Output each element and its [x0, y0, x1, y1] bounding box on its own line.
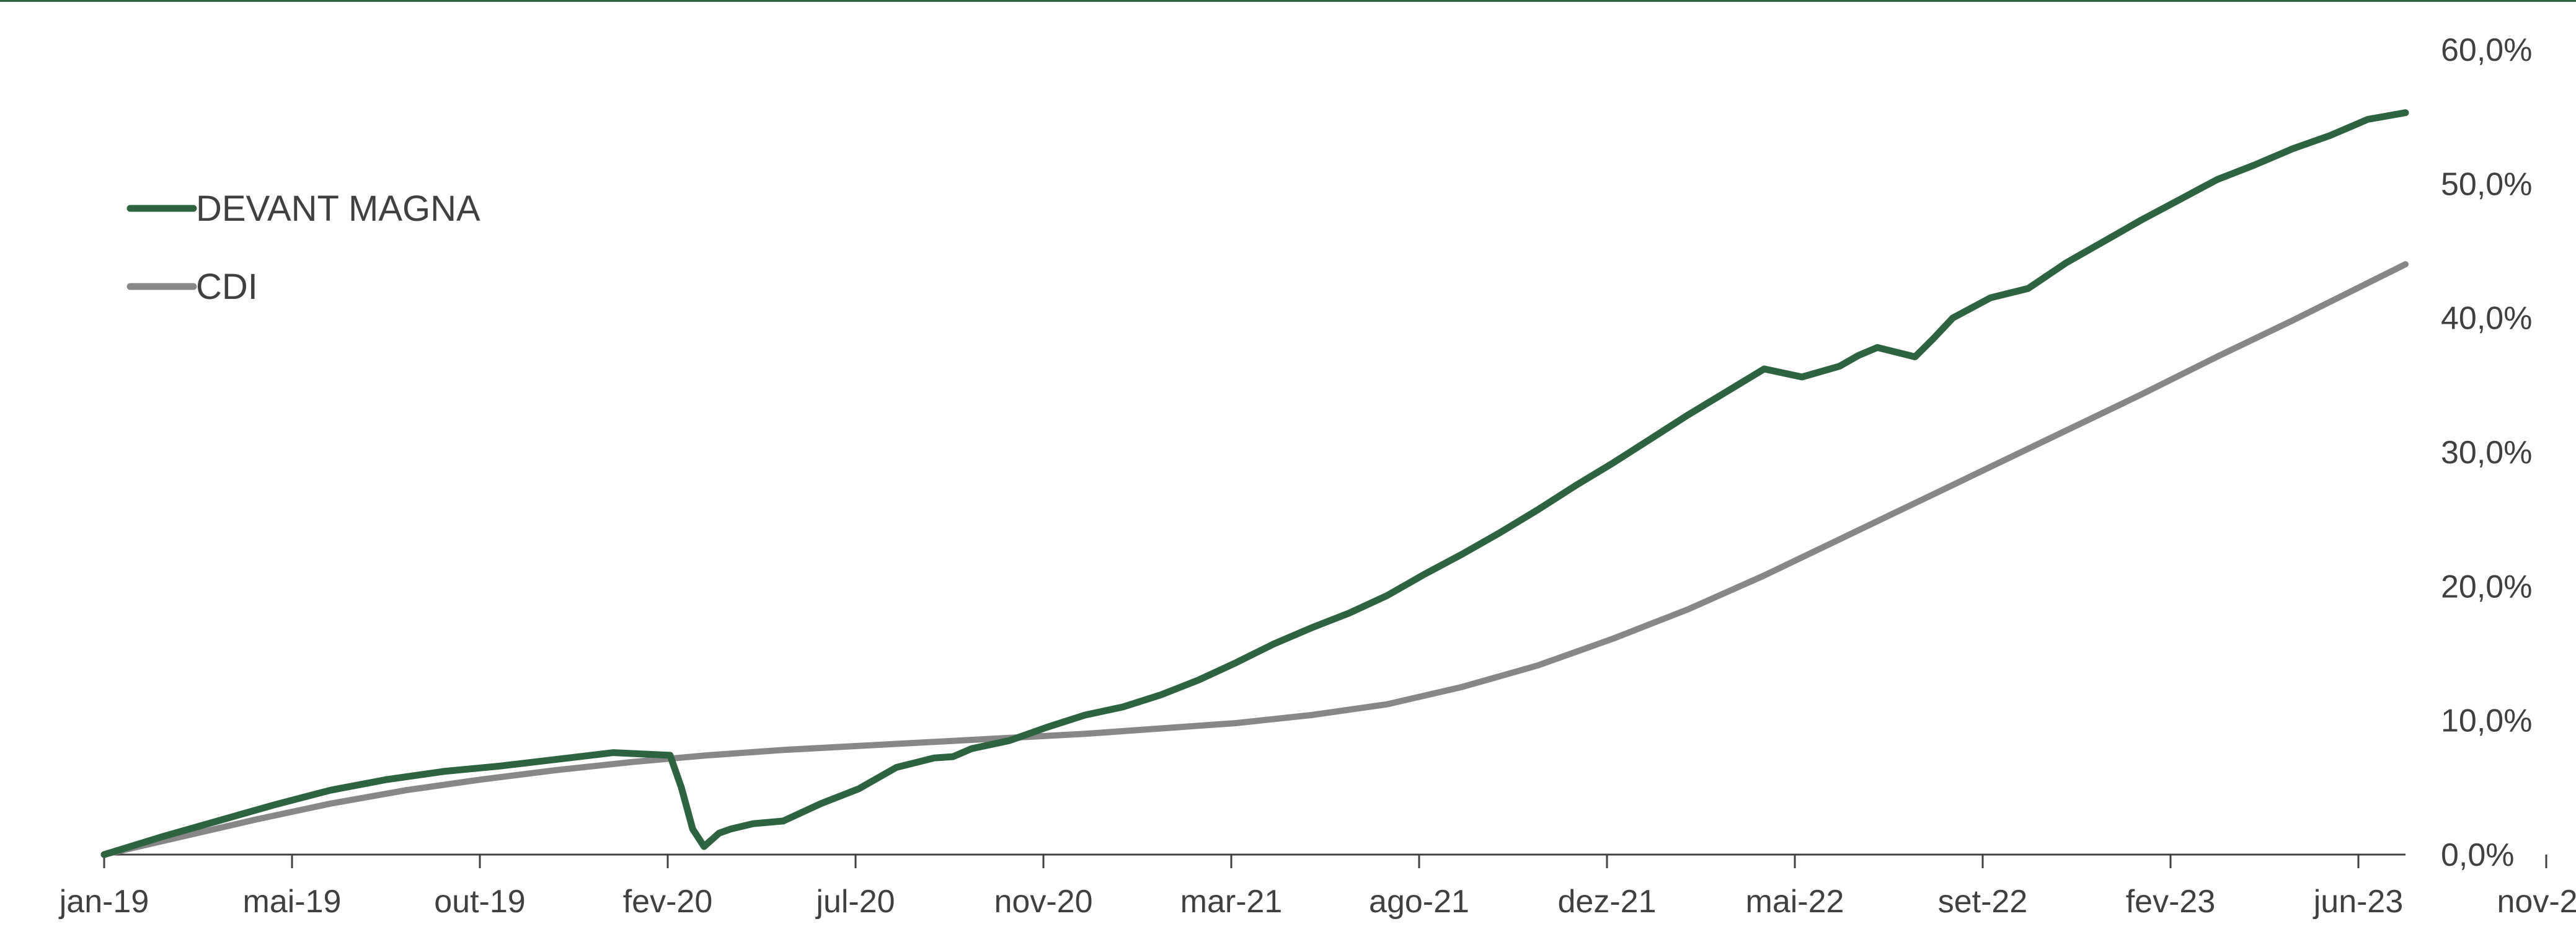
x-tick-label: fev-20 [623, 884, 713, 920]
x-tick-label: out-19 [434, 884, 525, 920]
x-tick-label: dez-21 [1558, 884, 1657, 920]
legend-label-cdi: CDI [196, 267, 258, 307]
y-tick-label: 40,0% [2441, 301, 2532, 337]
y-tick-label: 20,0% [2441, 569, 2532, 605]
x-tick-label: jul-20 [815, 884, 895, 920]
legend-label-devant-magna: DEVANT MAGNA [196, 189, 480, 229]
top-rule [0, 0, 2576, 2]
y-tick-label: 0,0% [2441, 837, 2515, 873]
x-axis-labels: jan-19 mai-19 out-19 fev-20 jul-20 nov-20 mar-… [58, 884, 2576, 920]
x-tick-label: jan-19 [58, 884, 149, 920]
x-tick-label: nov-20 [994, 884, 1093, 920]
legend: DEVANT MAGNA CDI [126, 189, 480, 307]
x-tick-label: jun-23 [2313, 884, 2404, 920]
y-axis-labels: 0,0% 10,0% 20,0% 30,0% 40,0% 50,0% 60,0% [2441, 32, 2532, 873]
x-axis-ticks [103, 855, 2547, 868]
x-tick-label: mai-19 [243, 884, 342, 920]
series-line-devant-magna [100, 109, 2409, 858]
series-lines [100, 109, 2409, 858]
x-tick-label: ago-21 [1369, 884, 1469, 920]
x-tick-label: set-22 [1938, 884, 2028, 920]
x-tick-label: fev-23 [2126, 884, 2216, 920]
x-tick-label: mar-21 [1180, 884, 1283, 920]
x-tick-label: mai-22 [1746, 884, 1844, 920]
series-line-cdi [101, 261, 2409, 858]
y-tick-label: 30,0% [2441, 435, 2532, 471]
y-tick-label: 50,0% [2441, 166, 2532, 202]
y-tick-label: 10,0% [2441, 703, 2532, 739]
y-tick-label: 60,0% [2441, 32, 2532, 68]
x-tick-label: nov-23 [2497, 884, 2576, 920]
